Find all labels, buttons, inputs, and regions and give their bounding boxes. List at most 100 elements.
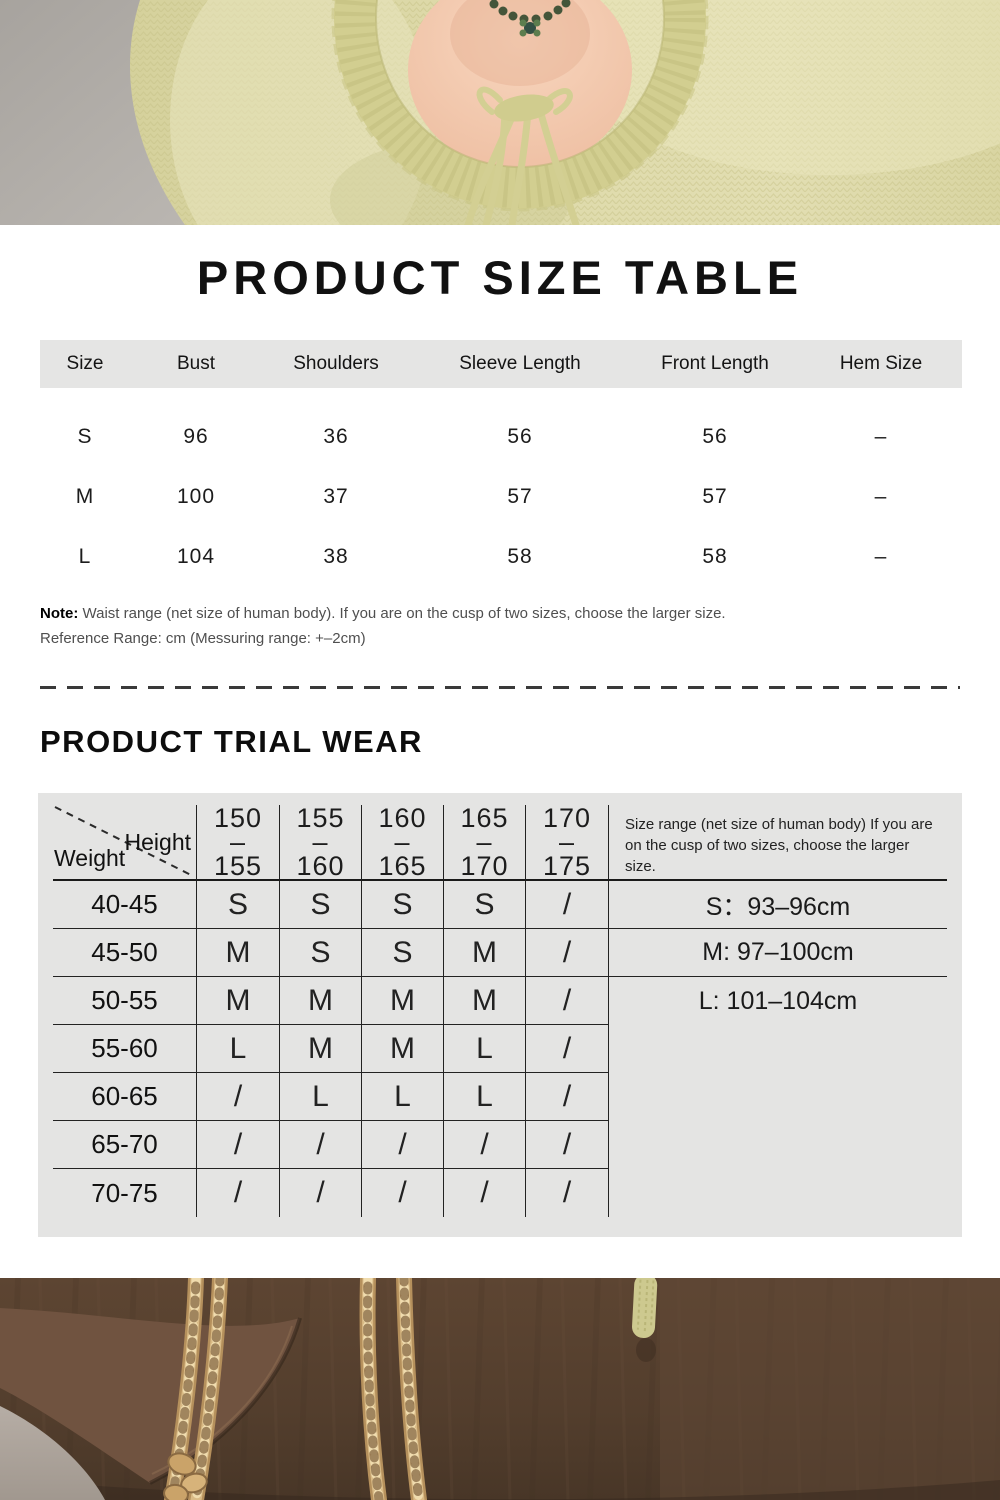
note-line: Note: Waist range (net size of human bod…: [40, 601, 940, 626]
col-front-length: Front Length: [661, 353, 769, 374]
cell: /: [362, 1169, 444, 1217]
col-hem-size: Hem Size: [839, 353, 923, 374]
size-table-body: S 96 36 56 56 – M 100 37 57 57 – L 104 3…: [40, 407, 962, 587]
cell: /: [197, 1169, 280, 1217]
cell: L: [280, 1073, 362, 1121]
cell: 57: [702, 485, 728, 508]
cell: 56: [507, 425, 533, 448]
cell: –: [874, 485, 888, 508]
size-table-header: Size Bust Shoulders Sleeve Length Front …: [40, 340, 962, 388]
weight-range: 60-65: [53, 1073, 197, 1121]
drawstring-tip: [632, 1278, 658, 1338]
product-photo-top: [0, 0, 1000, 225]
col-size: Size: [66, 353, 104, 374]
weight-range: 55-60: [53, 1025, 197, 1073]
table-row: S 96 36 56 56 –: [40, 407, 962, 467]
cell: M: [444, 929, 526, 977]
height-range: 170 – 175: [526, 805, 609, 881]
cell: /: [362, 1121, 444, 1169]
cell: 96: [183, 425, 209, 448]
weight-range: 65-70: [53, 1121, 197, 1169]
cell: M: [362, 977, 444, 1025]
cell: S: [197, 881, 280, 929]
cell: S: [77, 425, 93, 448]
sweater-photo-illustration: [0, 0, 1000, 225]
dashed-divider: [40, 686, 960, 689]
cell: M: [75, 485, 95, 508]
cell: S: [280, 929, 362, 977]
cell: /: [526, 1121, 609, 1169]
cell: M: [444, 977, 526, 1025]
cell: 100: [176, 485, 216, 508]
cell: 38: [323, 545, 349, 568]
size-range-m: M: 97–100cm: [609, 929, 947, 977]
cell: M: [197, 977, 280, 1025]
cell: 58: [507, 545, 533, 568]
cell: /: [526, 1025, 609, 1073]
weight-range: 50-55: [53, 977, 197, 1025]
cell: 56: [702, 425, 728, 448]
weight-label: Weight: [54, 845, 126, 871]
cell: /: [280, 1169, 362, 1217]
trial-wear-table: Height Weight 150 – 155 155 – 160 160 – …: [38, 793, 962, 1237]
table-row: M 100 37 57 57 –: [40, 467, 962, 527]
cell: 36: [323, 425, 349, 448]
page-title: PRODUCT SIZE TABLE: [196, 251, 804, 304]
cell: /: [280, 1121, 362, 1169]
col-bust: Bust: [176, 353, 216, 374]
cell: M: [280, 1025, 362, 1073]
cell: –: [874, 425, 888, 448]
cell: L: [444, 1025, 526, 1073]
cell: /: [526, 1073, 609, 1121]
size-note: Note: Waist range (net size of human bod…: [40, 601, 940, 651]
height-range: 165 – 170: [444, 805, 526, 881]
size-range-note: Size range (net size of human body) If y…: [609, 805, 947, 881]
trial-grid: Height Weight 150 – 155 155 – 160 160 – …: [53, 805, 609, 1217]
strap-knot: [163, 1452, 208, 1500]
cell: 104: [176, 545, 216, 568]
height-range: 160 – 165: [362, 805, 444, 881]
trial-wear-title: PRODUCT TRIAL WEAR: [40, 724, 423, 759]
cell: /: [526, 1169, 609, 1217]
cell: L: [362, 1073, 444, 1121]
cell: L: [197, 1025, 280, 1073]
note-label: Note:: [40, 605, 79, 622]
cell: –: [874, 545, 888, 568]
cell: S: [362, 881, 444, 929]
cell: /: [444, 1121, 526, 1169]
cell: S: [280, 881, 362, 929]
product-photo-bottom: [0, 1278, 1000, 1500]
weight-range: 70-75: [53, 1169, 197, 1217]
cell: L: [444, 1073, 526, 1121]
size-range-s: S：93–96cm: [609, 881, 947, 929]
cell: /: [526, 977, 609, 1025]
cell: /: [526, 881, 609, 929]
cell: L: [78, 545, 92, 568]
cell: M: [197, 929, 280, 977]
cell: M: [362, 1025, 444, 1073]
cell: S: [444, 881, 526, 929]
cell: /: [197, 1073, 280, 1121]
cell: M: [280, 977, 362, 1025]
height-label: Height: [124, 829, 191, 855]
cell: /: [526, 929, 609, 977]
cell: /: [444, 1169, 526, 1217]
size-range-panel: Size range (net size of human body) If y…: [609, 805, 947, 1217]
skirt-photo-illustration: [0, 1278, 1000, 1500]
col-shoulders: Shoulders: [293, 353, 379, 374]
cell: S: [362, 929, 444, 977]
cell: 57: [507, 485, 533, 508]
cell: /: [197, 1121, 280, 1169]
reference-line: Reference Range: cm (Messuring range: +–…: [40, 630, 366, 647]
necklace: [489, 0, 571, 37]
weight-range: 40-45: [53, 881, 197, 929]
corner-cell: Height Weight: [53, 805, 197, 881]
cell: 58: [702, 545, 728, 568]
height-range: 155 – 160: [280, 805, 362, 881]
cell: 37: [323, 485, 349, 508]
table-row: L 104 38 58 58 –: [40, 527, 962, 587]
col-sleeve-length: Sleeve Length: [459, 353, 581, 374]
size-range-l: L: 101–104cm: [698, 986, 858, 1015]
note-text: Waist range (net size of human body). If…: [78, 605, 726, 622]
weight-range: 45-50: [53, 929, 197, 977]
